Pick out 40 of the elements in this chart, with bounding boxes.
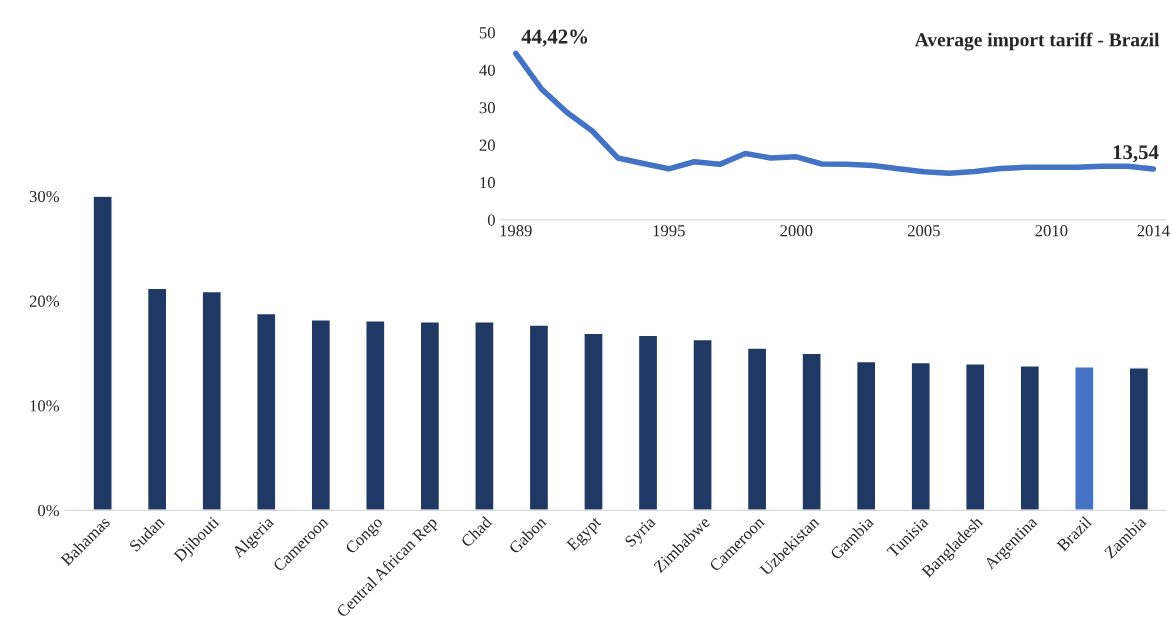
bar <box>146 287 168 511</box>
chart-title: Average import tariff - Brazil <box>914 32 1160 51</box>
y-tick-label: 50 <box>479 27 495 39</box>
x-tick-label: 2014 <box>1137 225 1170 237</box>
x-tick-label: Syria <box>624 515 659 550</box>
bar <box>801 352 822 511</box>
bar <box>855 360 877 511</box>
bar <box>965 362 986 511</box>
bar <box>201 290 222 511</box>
bar <box>692 338 713 511</box>
bar <box>910 361 931 511</box>
y-tick-label: 30% <box>29 190 60 203</box>
bar <box>583 332 604 511</box>
bar <box>637 334 659 511</box>
y-tick-label: 40 <box>479 64 495 76</box>
x-tick-label: 2010 <box>1035 225 1068 237</box>
x-tick-label: 1995 <box>653 225 685 237</box>
x-tick-label: 2005 <box>907 225 940 237</box>
y-tick-label: 0 <box>487 214 495 226</box>
annotation: 13,54 <box>1113 145 1159 163</box>
bar <box>1019 365 1041 511</box>
y-tick-label: 30 <box>479 102 495 114</box>
bar <box>746 347 768 511</box>
y-tick-label: 0% <box>38 504 60 517</box>
y-tick-label: 20% <box>29 295 60 307</box>
bar <box>1128 367 1150 511</box>
y-tick-label: 10 <box>480 177 495 189</box>
bar <box>474 321 495 511</box>
bar <box>528 324 550 511</box>
y-tick-label: 10% <box>30 400 60 412</box>
y-tick-label: 20 <box>479 139 495 151</box>
bar <box>256 312 277 511</box>
bar <box>419 321 441 511</box>
bar <box>1074 366 1095 511</box>
annotation: 44,42% <box>521 29 588 47</box>
x-tick-label: 1989 <box>500 225 532 237</box>
bar <box>365 320 386 511</box>
x-tick-label: 2000 <box>780 225 813 237</box>
bar <box>310 319 332 511</box>
bar <box>92 196 113 511</box>
